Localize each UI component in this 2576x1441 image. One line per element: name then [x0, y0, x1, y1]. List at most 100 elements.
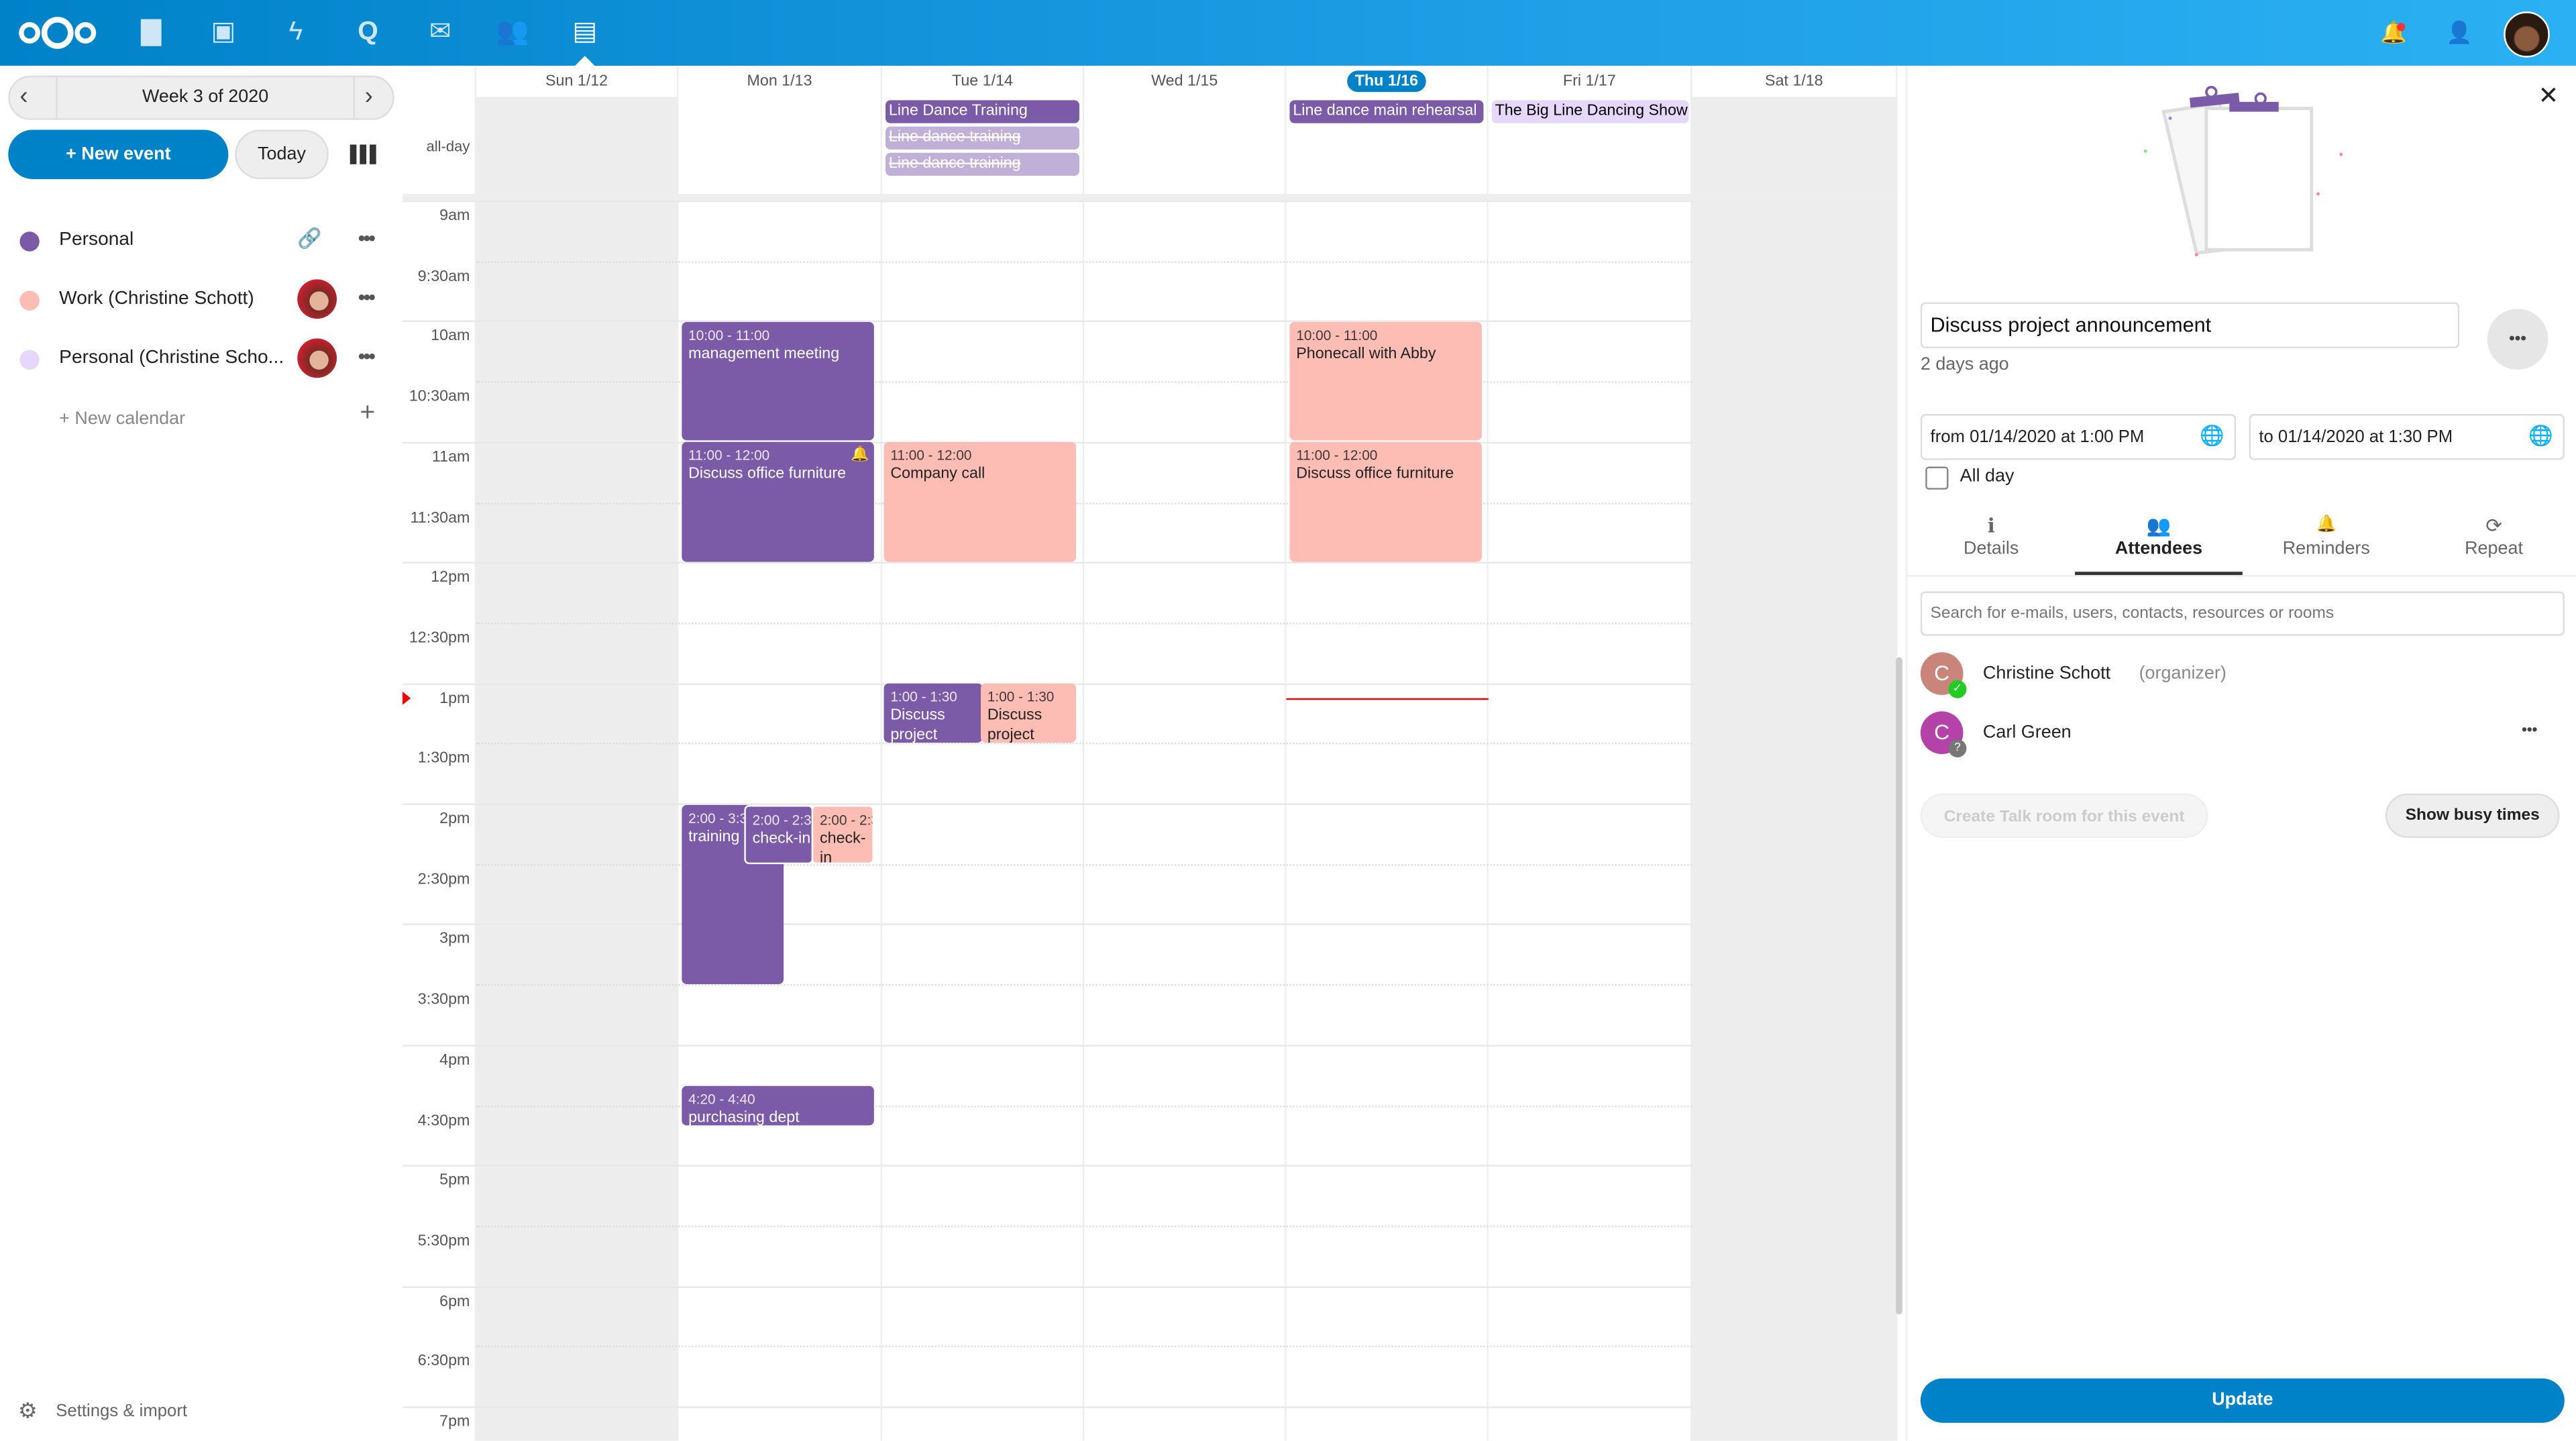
event-title: management meeting	[688, 345, 840, 364]
week-label[interactable]: Week 3 of 2020	[56, 77, 355, 119]
tab-details[interactable]: ℹ Details	[1907, 513, 2075, 559]
contacts-menu-icon[interactable]: 👤	[2446, 19, 2473, 45]
event[interactable]: 10:00 - 11:00 management meeting	[682, 322, 874, 441]
contacts-icon[interactable]: 👥	[496, 17, 529, 46]
end-date-input[interactable]: to 01/14/2020 at 1:30 PM 🌐	[2249, 414, 2565, 460]
today-button[interactable]: Today	[235, 129, 329, 179]
calendar-color-dot[interactable]	[19, 231, 40, 252]
show-busy-times-button[interactable]: Show busy times	[2385, 793, 2560, 838]
attendee-search-input[interactable]	[1920, 591, 2565, 636]
day-header[interactable]: Mon 1/13	[678, 65, 883, 97]
start-date-input[interactable]: from 01/14/2020 at 1:00 PM 🌐	[1920, 414, 2237, 460]
event-time: 11:00 - 12:00	[1296, 447, 1378, 464]
calendar-color-dot[interactable]	[19, 290, 40, 311]
event[interactable]: 4:20 - 4:40 purchasing dept	[682, 1085, 874, 1126]
allday-event-cancelled[interactable]: Line dance training	[885, 126, 1079, 150]
event[interactable]: 1:00 - 1:30 Discuss project	[981, 683, 1077, 743]
time-label: 3pm	[439, 930, 470, 949]
add-calendar-icon[interactable]: +	[360, 399, 376, 427]
all-day-label[interactable]: All day	[1960, 466, 2015, 486]
event[interactable]: 11:00 - 12:00 Company call	[883, 441, 1077, 562]
attendee-actions-icon[interactable]: •••	[2522, 721, 2538, 738]
time-label: 12:30pm	[409, 629, 470, 647]
files-icon[interactable]: ▇	[141, 17, 162, 46]
event[interactable]: 11:00 - 12:00 Discuss office furniture 🔔	[682, 441, 874, 562]
all-day-checkbox[interactable]	[1925, 466, 1949, 490]
day-column[interactable]	[882, 97, 1085, 1441]
day-header[interactable]: Wed 1/15	[1084, 65, 1287, 97]
day-label: Mon 1/13	[747, 72, 812, 91]
calendar-actions-icon[interactable]: •••	[358, 226, 376, 250]
day-column[interactable]	[678, 97, 883, 1441]
day-header[interactable]: Thu 1/16	[1287, 65, 1489, 97]
half-hour-line	[476, 381, 1693, 383]
current-time-marker	[402, 692, 411, 705]
search-icon[interactable]: Q	[358, 17, 378, 46]
calendar-name: Personal (Christine Scho...	[59, 348, 284, 368]
day-label: Tue 1/14	[951, 72, 1013, 91]
tab-attendees[interactable]: 👥 Attendees	[2075, 513, 2243, 559]
scrollbar[interactable]	[1896, 657, 1902, 1315]
day-column[interactable]	[1084, 97, 1287, 1441]
create-talk-room-button[interactable]: Create Talk room for this event	[1920, 793, 2208, 838]
event-title-input[interactable]: Discuss project announcement	[1920, 302, 2460, 349]
attendee-search-field[interactable]	[1922, 593, 2563, 633]
day-header[interactable]: Sat 1/18	[1692, 65, 1898, 97]
time-label: 1:30pm	[417, 749, 470, 768]
calendar-item-personal-shared[interactable]: Personal (Christine Scho... •••	[0, 335, 402, 384]
half-hour-line	[476, 984, 1693, 986]
time-label: 9am	[439, 207, 470, 225]
user-avatar[interactable]	[2504, 11, 2550, 58]
day-header[interactable]: Sun 1/12	[476, 65, 679, 97]
timezone-globe-icon[interactable]: 🌐	[2200, 423, 2224, 447]
next-week-button[interactable]: ›	[364, 82, 373, 111]
active-app-indicator	[575, 56, 595, 66]
new-calendar-button[interactable]: + New calendar	[59, 409, 186, 429]
previous-week-button[interactable]: ‹	[19, 82, 28, 111]
calendar-icon[interactable]: ▤	[572, 17, 598, 46]
day-header[interactable]: Tue 1/14	[882, 65, 1085, 97]
view-switch-icon[interactable]	[350, 144, 376, 170]
new-event-button[interactable]: + New event	[8, 129, 229, 179]
close-icon[interactable]: ✕	[2538, 82, 2559, 111]
day-column[interactable]	[1286, 97, 1489, 1441]
event[interactable]: 11:00 - 12:00 Discuss office furniture	[1289, 441, 1482, 562]
share-link-icon[interactable]: 🔗	[297, 226, 322, 250]
calendar-color-dot[interactable]	[19, 350, 40, 370]
allday-event-cancelled[interactable]: Line dance training	[885, 152, 1079, 176]
calendar-item-work[interactable]: Work (Christine Schott) •••	[0, 276, 402, 325]
calendar-actions-icon[interactable]: •••	[358, 345, 376, 368]
activity-icon[interactable]: ϟ	[288, 17, 303, 46]
allday-event[interactable]: Line Dance Training	[885, 100, 1079, 123]
time-gutter	[402, 65, 477, 1441]
notifications-icon[interactable]: 🔔	[2380, 19, 2407, 45]
nextcloud-logo-icon[interactable]	[16, 15, 98, 56]
tab-reminders[interactable]: 🔔 Reminders	[2243, 513, 2410, 559]
update-button[interactable]: Update	[1920, 1378, 2565, 1423]
tab-repeat[interactable]: ⟳ Repeat	[2410, 513, 2576, 559]
time-label: 4pm	[439, 1051, 470, 1069]
day-column[interactable]	[476, 97, 679, 1441]
attendee-name: Christine Schott	[1982, 663, 2111, 684]
allday-event[interactable]: Line dance main rehearsal	[1289, 100, 1484, 123]
event-title: Discuss office furniture	[1296, 465, 1454, 484]
allday-event[interactable]: The Big Line Dancing Show	[1491, 100, 1689, 123]
day-header[interactable]: Fri 1/17	[1489, 65, 1693, 97]
event-actions-icon[interactable]: •••	[2487, 309, 2548, 370]
event-time: 11:00 - 12:00	[688, 447, 770, 464]
event[interactable]: 10:00 - 11:00 Phonecall with Abby	[1289, 322, 1482, 441]
day-column[interactable]	[1692, 97, 1898, 1441]
day-label: Thu 1/16	[1346, 70, 1427, 93]
day-column[interactable]	[1488, 97, 1693, 1441]
mail-icon[interactable]: ✉	[429, 17, 451, 46]
calendar-item-personal[interactable]: Personal 🔗 •••	[0, 217, 402, 266]
photos-icon[interactable]: ▣	[211, 17, 236, 46]
settings-gear-icon[interactable]: ⚙	[17, 1398, 38, 1423]
calendar-actions-icon[interactable]: •••	[358, 286, 376, 309]
week-navigator: ‹ Week 3 of 2020 ›	[8, 75, 394, 120]
settings-import-link[interactable]: Settings & import	[56, 1401, 188, 1422]
timezone-globe-icon[interactable]: 🌐	[2528, 423, 2553, 447]
